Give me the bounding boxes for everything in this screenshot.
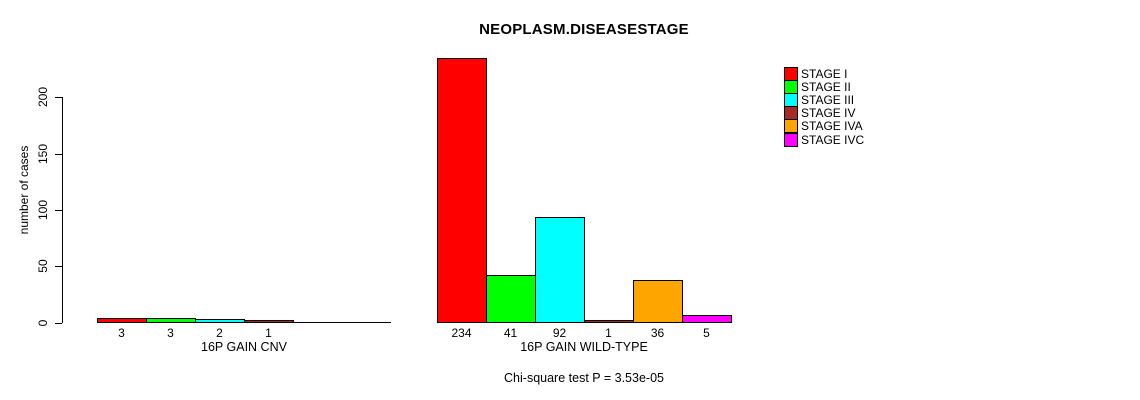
y-tick-label: 100 [36,199,50,220]
bar-value-label: 1 [605,326,612,340]
bar-value-label: 92 [552,326,567,340]
y-tick-label: 150 [36,143,50,164]
chart-title: NEOPLASM.DISEASESTAGE [479,21,689,38]
legend-label: STAGE IVC [801,132,865,147]
bar-value-label: 234 [451,326,472,340]
bar-value-label: 5 [703,326,710,340]
legend-label: STAGE II [801,79,851,94]
bar [342,322,391,323]
y-tick-mark [55,209,62,211]
legend-label: STAGE IVA [801,119,863,134]
y-tick-label: 0 [36,319,50,326]
bar [97,317,147,323]
bar [535,217,585,323]
legend-swatch [784,66,798,81]
bar-value-label: 3 [118,326,125,340]
legend-swatch [784,92,798,107]
group-label: 16P GAIN CNV [201,340,287,354]
legend-label: STAGE IV [801,106,856,121]
y-tick-mark [55,322,62,324]
bar [195,318,245,323]
bar-value-label: 2 [216,326,223,340]
bar-value-label: 41 [503,326,518,340]
y-tick-mark [55,266,62,268]
bar [293,322,342,323]
legend-swatch [784,119,798,134]
y-axis-line [62,97,63,323]
bar [633,280,683,323]
legend-label: STAGE III [801,92,855,107]
bar [437,57,487,323]
chi-square-note: Chi-square test P = 3.53e-05 [504,371,664,385]
group-label: 16P GAIN WILD-TYPE [520,340,648,354]
y-tick-mark [55,97,62,99]
bar-value-label: 36 [650,326,665,340]
bar [146,317,196,323]
bar [486,274,536,323]
legend-swatch [784,106,798,121]
bar-value-label: 3 [167,326,174,340]
y-tick-label: 50 [36,259,50,273]
y-tick-mark [55,153,62,155]
y-tick-label: 200 [36,87,50,108]
legend-label: STAGE I [801,66,848,81]
bar [244,319,294,323]
bar-value-label: 1 [265,326,272,340]
bar [584,319,634,323]
legend-swatch [784,132,798,147]
y-axis-label: number of cases [17,145,31,235]
legend-swatch [784,79,798,94]
bar [682,315,732,323]
